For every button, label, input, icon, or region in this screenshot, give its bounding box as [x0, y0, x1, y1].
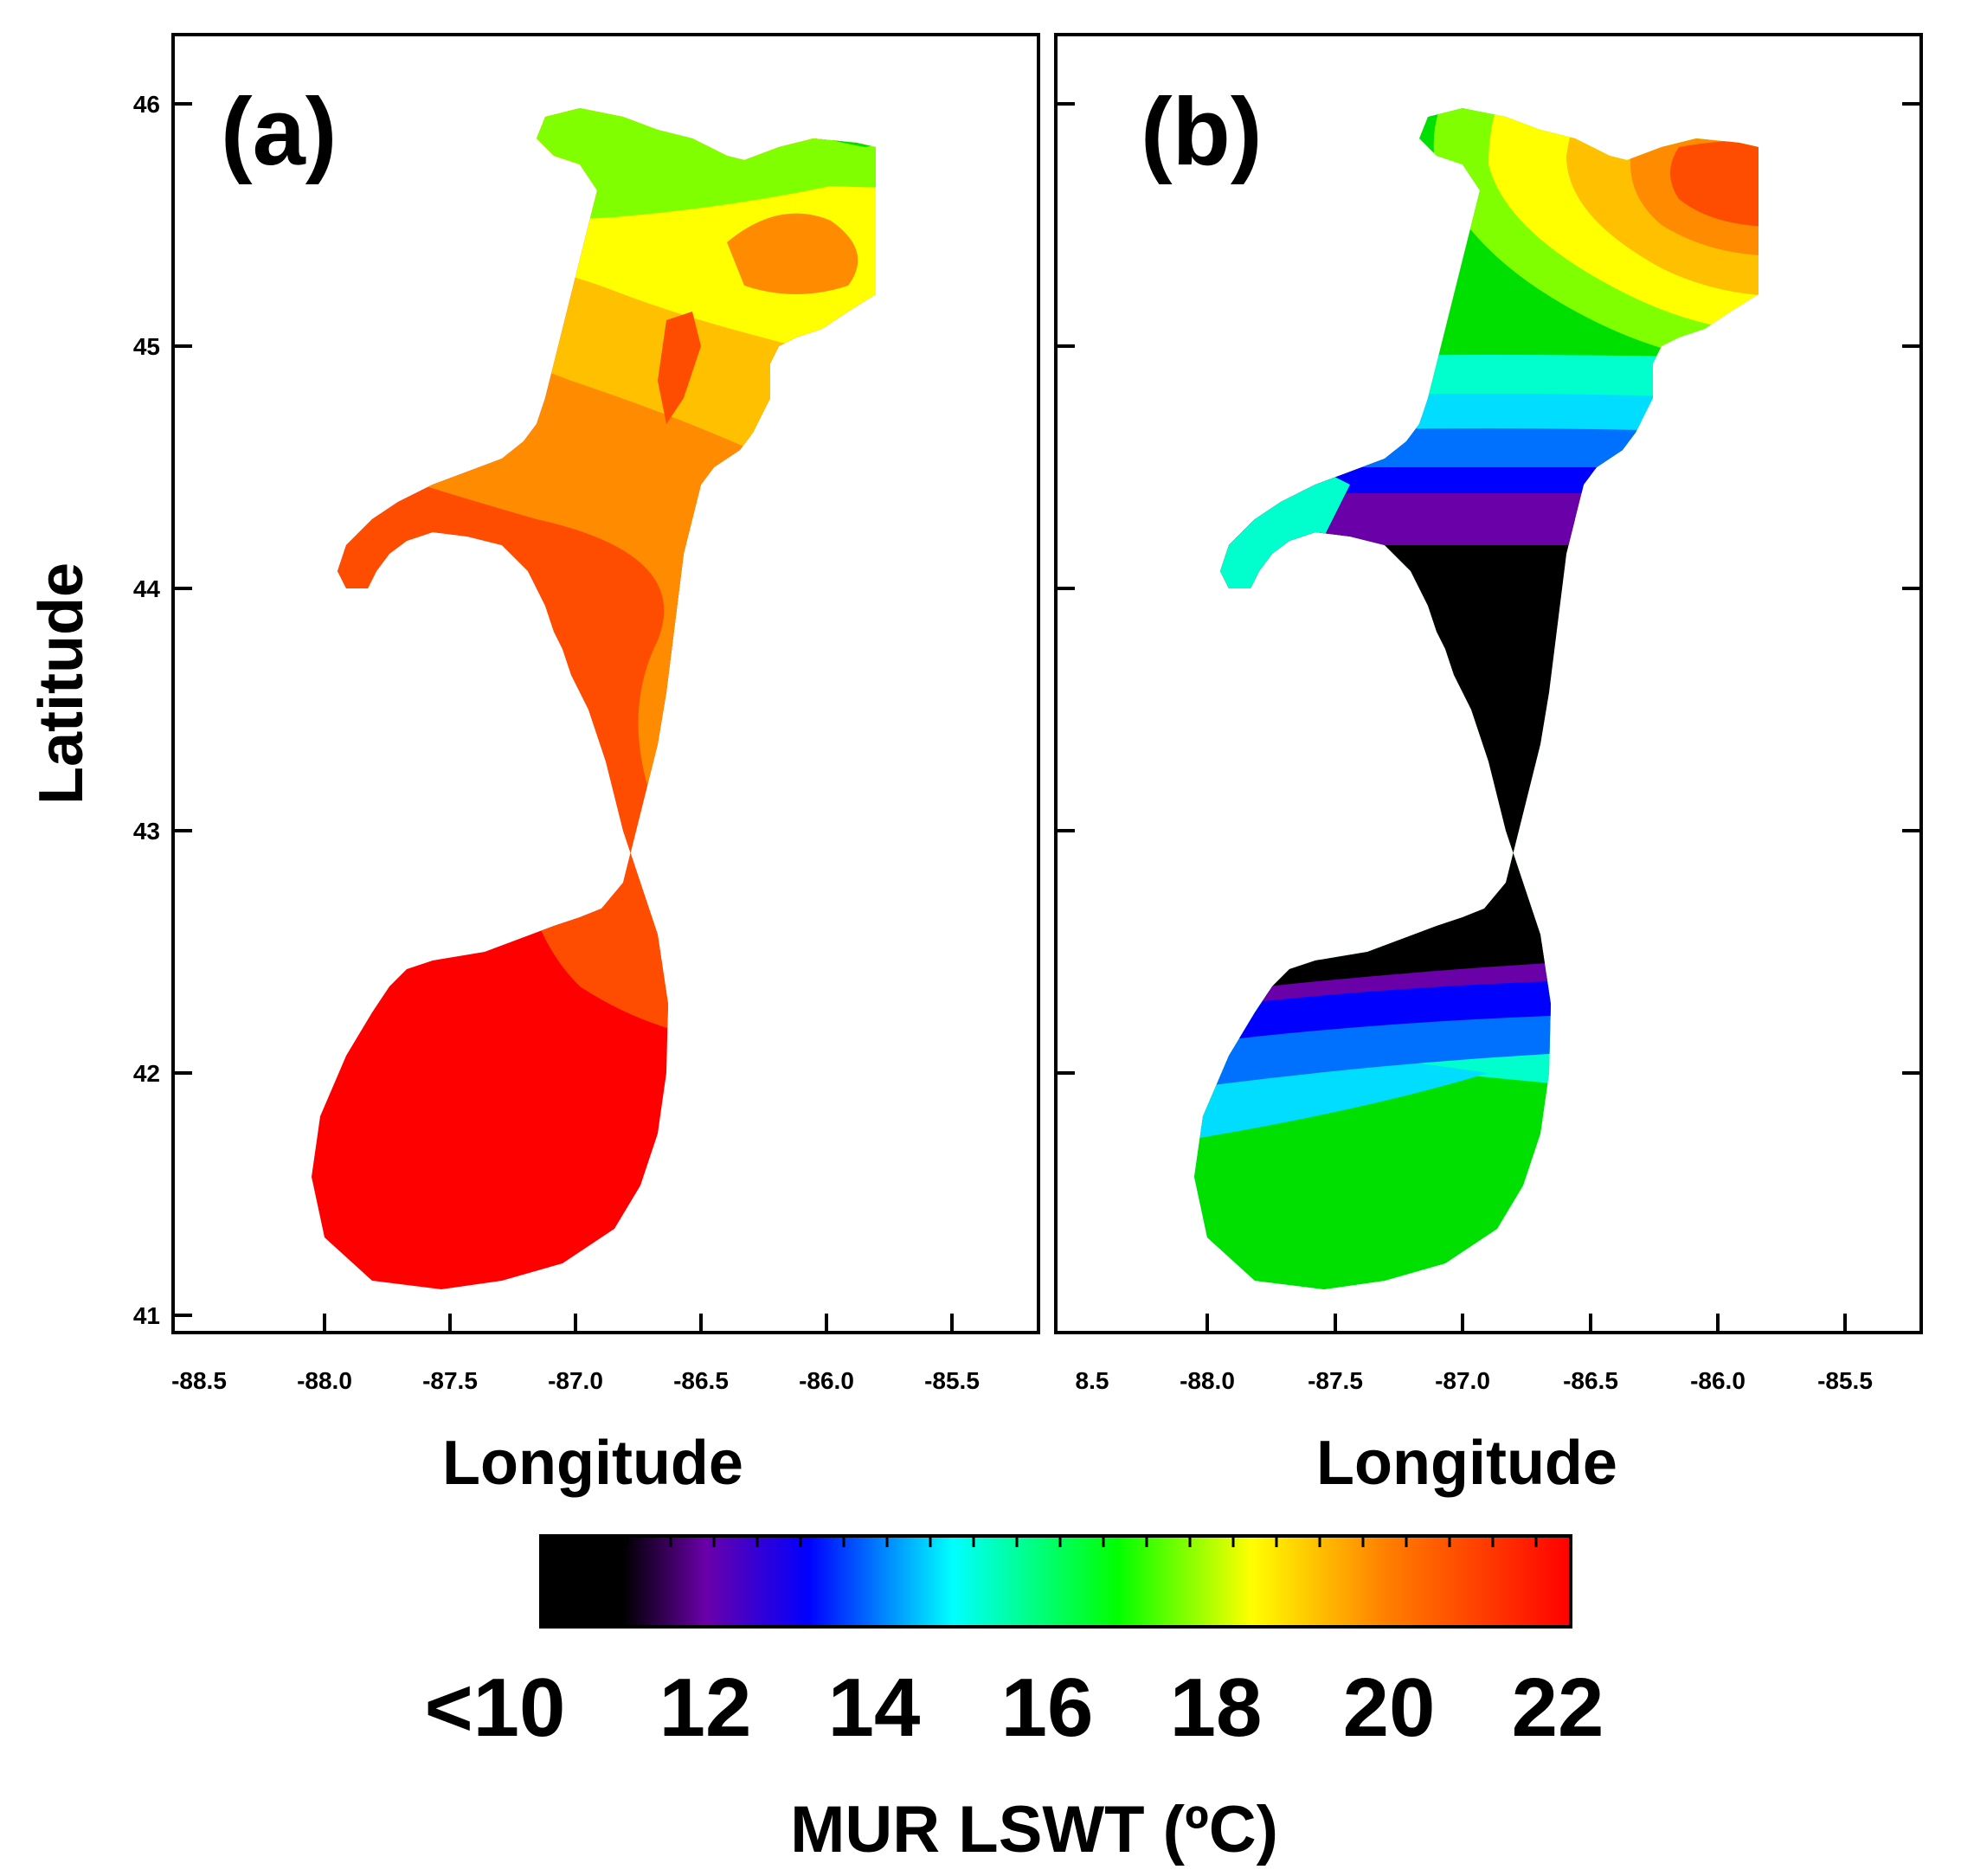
- panel-a-bay-island: [658, 312, 701, 424]
- x-tick-label: -88.5: [171, 1367, 227, 1394]
- y-tick-label: 43: [133, 818, 160, 845]
- colorbar-label: 14: [828, 1661, 921, 1754]
- colorbar-label: <10: [425, 1661, 566, 1754]
- panel-a: [171, 33, 1040, 1334]
- colorbar-title: MUR LSWT (ºC): [790, 1793, 1278, 1866]
- x-tick-label: -85.5: [1817, 1367, 1873, 1394]
- colorbar-label: 12: [659, 1661, 752, 1754]
- y-tick-label: 41: [133, 1302, 160, 1329]
- x-tick-label: -87.5: [422, 1367, 478, 1394]
- panel-b: [1054, 33, 1923, 1334]
- x-tick-label: -86.0: [799, 1367, 854, 1394]
- colorbar-ticks: [582, 1536, 1538, 1547]
- panel-a-temperature-field: [312, 108, 876, 1289]
- colorbar-tick-labels: <10 12 14 16 18 20 22: [425, 1661, 1604, 1754]
- panel-a-y-ticks: 46 45 44 43 42 41: [133, 91, 161, 1329]
- panel-b-temperature-field: [1194, 108, 1758, 1289]
- x-tick-label: -87.0: [1435, 1367, 1490, 1394]
- colorbar-label: 20: [1343, 1661, 1436, 1754]
- x-tick-label: -87.5: [1308, 1367, 1363, 1394]
- panel-a-label: (a): [221, 79, 337, 185]
- panel-a-x-axis-label: Longitude: [442, 1429, 743, 1498]
- y-tick-label: 45: [133, 333, 160, 360]
- panel-b-x-ticks: 8.5 -88.0 -87.5 -87.0 -86.5 -86.0 -85.5: [1076, 1367, 1873, 1394]
- colorbar-label: 16: [1001, 1661, 1094, 1754]
- x-tick-label: -86.0: [1690, 1367, 1746, 1394]
- panel-b-frame: [1054, 33, 1923, 1334]
- panel-b-axes: (b) 8.5 -88.0 -87.5 -87.0 -86.5 -86.0 -8…: [1056, 79, 1921, 1498]
- x-tick-label: -86.5: [673, 1367, 729, 1394]
- y-tick-label: 46: [133, 91, 160, 118]
- panel-a-axes: (a) 46 45 44 43 42 41 -88.5 -88.0 -87.5 …: [133, 79, 980, 1498]
- x-tick-label: -87.0: [548, 1367, 603, 1394]
- y-tick-label: 42: [133, 1060, 160, 1087]
- x-tick-label: -88.0: [297, 1367, 352, 1394]
- panel-b-x-axis-label: Longitude: [1316, 1429, 1617, 1498]
- x-tick-label: 8.5: [1076, 1367, 1109, 1394]
- colorbar: <10 12 14 16 18 20 22 MUR LSWT (ºC): [425, 1534, 1604, 1866]
- colorbar-gradient: [539, 1534, 1572, 1629]
- colorbar-label: 18: [1170, 1661, 1263, 1754]
- x-tick-label: -86.5: [1563, 1367, 1618, 1394]
- colorbar-label: 22: [1512, 1661, 1604, 1754]
- y-tick-label: 44: [133, 575, 161, 602]
- panel-b-label: (b): [1141, 79, 1262, 185]
- x-tick-label: -88.0: [1180, 1367, 1235, 1394]
- x-tick-label: -85.5: [924, 1367, 980, 1394]
- panel-a-x-ticks: -88.5 -88.0 -87.5 -87.0 -86.5 -86.0 -85.…: [171, 1367, 980, 1394]
- y-axis-label: Latitude: [27, 562, 96, 805]
- panel-a-frame: [171, 33, 1040, 1334]
